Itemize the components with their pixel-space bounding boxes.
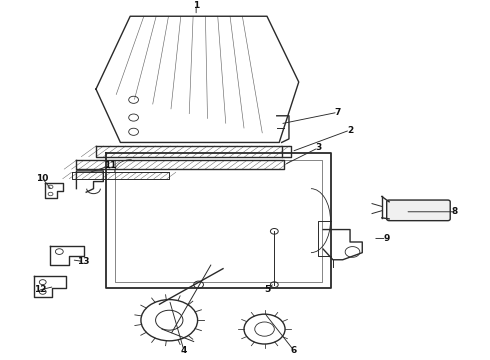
Text: 11: 11	[104, 161, 117, 170]
Text: 2: 2	[347, 126, 353, 135]
Text: 9: 9	[384, 234, 390, 243]
Text: 6: 6	[291, 346, 297, 355]
Text: 4: 4	[181, 346, 187, 355]
Text: 12: 12	[33, 285, 46, 294]
Text: 10: 10	[36, 174, 49, 183]
Text: 5: 5	[264, 285, 270, 294]
Text: 7: 7	[335, 108, 341, 117]
Text: 8: 8	[452, 207, 458, 216]
Text: 13: 13	[77, 257, 90, 266]
FancyBboxPatch shape	[387, 200, 450, 221]
Text: 3: 3	[315, 143, 321, 152]
Text: 1: 1	[193, 1, 199, 10]
